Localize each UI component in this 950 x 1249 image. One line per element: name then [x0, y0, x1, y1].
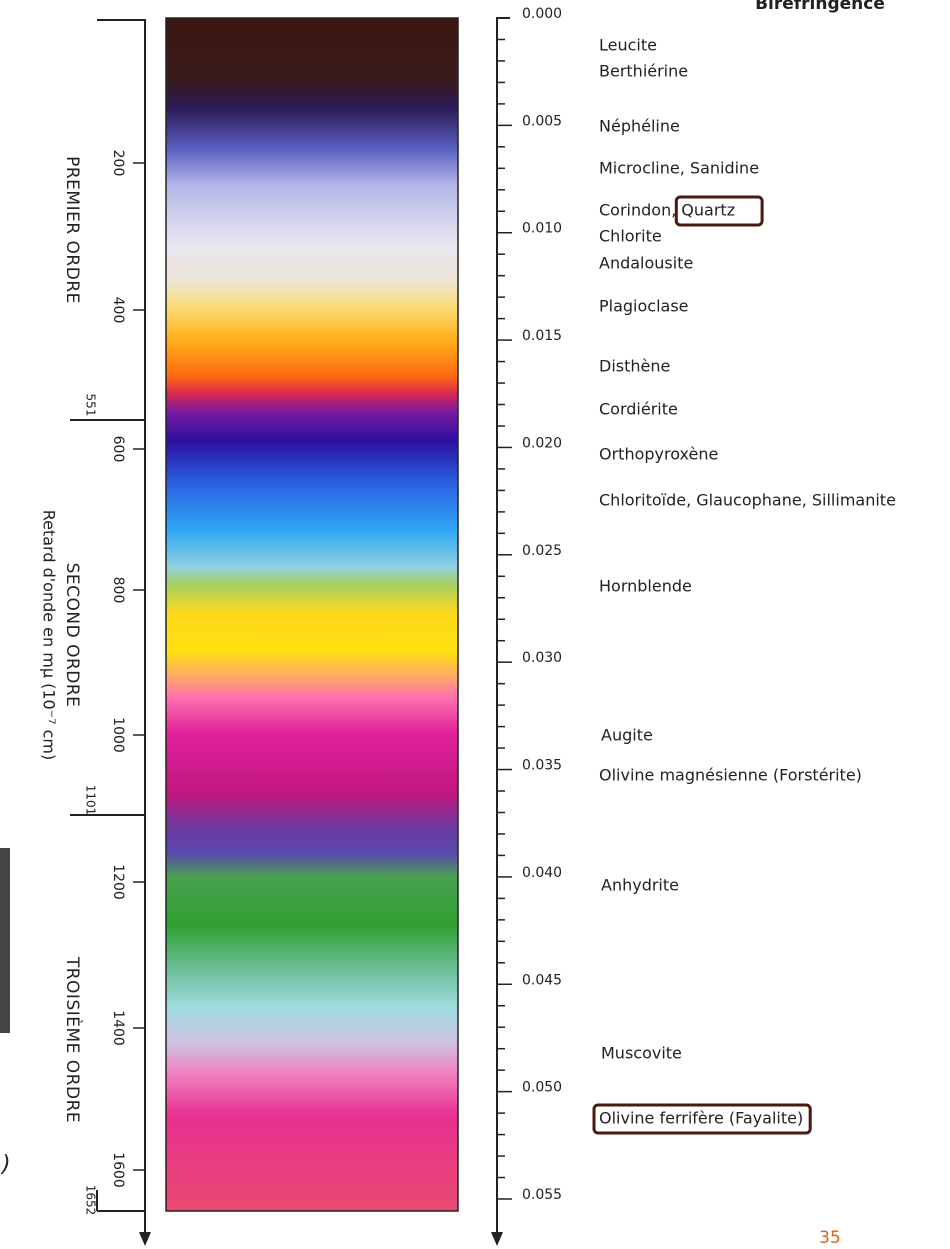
interference-colors [165, 17, 459, 1212]
order-label: PREMIER ORDRE [62, 156, 82, 304]
left-tick-label: 200 [110, 150, 126, 177]
mineral-highlighted: Quartz [681, 201, 735, 220]
left-axis-title: Retard d'onde en mμ (10⁻⁷ cm) [40, 510, 59, 761]
left-tick-label: 1000 [110, 717, 126, 753]
right-tick-label: 0.025 [522, 543, 562, 559]
right-tick-label: 0.035 [522, 758, 562, 774]
right-tick-label: 0.000 [522, 6, 562, 22]
left-tick-label: 1101 [84, 785, 98, 816]
order-label: TROISIÈME ORDRE [62, 956, 84, 1123]
right-tick-label: 0.020 [522, 435, 562, 451]
right-tick-label: 0.015 [522, 328, 562, 344]
page-number: 35 [819, 1228, 841, 1248]
right-tick-label: 0.045 [522, 972, 562, 988]
mineral: Microcline, Sanidine [599, 159, 759, 178]
mineral: Augite [601, 726, 653, 745]
mineral: Anhydrite [601, 876, 679, 895]
highlight-box [592, 1103, 812, 1135]
mineral: Hornblende [599, 577, 692, 596]
left-tick-label: 800 [110, 577, 126, 604]
mineral: Chlorite [599, 227, 662, 246]
left-tick-label: 400 [110, 297, 126, 324]
left-tick-label: 600 [110, 436, 126, 463]
right-tick-label: 0.005 [522, 113, 562, 129]
left-tick-label: 551 [84, 394, 98, 417]
mineral: Leucite [599, 36, 657, 55]
photo-fragment [0, 848, 10, 1033]
left-tick-label: 1400 [110, 1010, 126, 1046]
left-axis: 200 400 551 600 800 1000 1101 1200 1400 1600 1652 [70, 19, 151, 1246]
mineral: Cordiérite [599, 400, 678, 419]
mineral: Orthopyroxène [599, 445, 718, 464]
left-tick-label: 1200 [110, 864, 126, 900]
mineral: Andalousite [599, 254, 693, 273]
mineral: Néphéline [599, 117, 680, 136]
fragment: ) [0, 1152, 11, 1177]
mineral: Plagioclase [599, 297, 689, 316]
right-tick-label: 0.050 [522, 1080, 562, 1096]
mineral: Berthiérine [599, 62, 688, 81]
right-tick-label: 0.040 [522, 865, 562, 881]
mineral: Corindon, [599, 201, 676, 220]
right-tick-label: 0.010 [522, 221, 562, 237]
order-label: SECOND ORDRE [62, 563, 82, 708]
right-tick-label: 0.030 [522, 650, 562, 666]
left-tick-label: 1600 [110, 1152, 126, 1188]
mineral: Muscovite [601, 1044, 682, 1063]
mineral: Disthène [599, 357, 670, 376]
mineral-highlighted: Olivine ferrifère (Fayalite) [599, 1109, 803, 1128]
left-tick-label: 1652 [84, 1185, 98, 1216]
mineral: Olivine magnésienne (Forstérite) [599, 766, 862, 785]
right-tick-label: 0.055 [522, 1187, 562, 1203]
mineral: Chloritoïde, Glaucophane, Sillimanite [599, 491, 896, 510]
header-title: Biréfringence [755, 0, 885, 14]
highlight-box [674, 195, 764, 227]
right-axis: 0.000 0.005 0.010 0.015 0.020 0.025 0.030 0.035… [491, 6, 562, 1246]
